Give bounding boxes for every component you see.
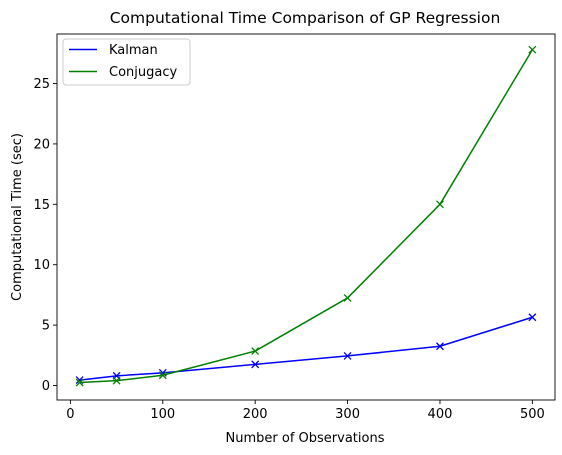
y-axis: 0 5 10 15 20 25 [33, 77, 57, 394]
plot-area [57, 34, 555, 400]
data-point-conjugacy [343, 293, 352, 302]
x-tick-label: 300 [335, 407, 360, 422]
chart-title: Computational Time Comparison of GP Regr… [110, 9, 501, 27]
legend-label-kalman: Kalman [109, 43, 158, 58]
x-tick-label: 400 [428, 407, 453, 422]
x-tick-label: 500 [520, 407, 545, 422]
y-tick-label: 10 [33, 258, 50, 273]
data-point-kalman [251, 360, 260, 369]
data-point-conjugacy [75, 378, 84, 387]
legend: Kalman Conjugacy [62, 38, 191, 86]
data-point-kalman [436, 342, 444, 351]
y-tick-label: 0 [42, 379, 50, 394]
y-tick-label: 25 [33, 77, 50, 92]
data-point-kalman [343, 351, 352, 360]
x-axis-label: Number of Observations [226, 431, 385, 446]
y-tick-label: 20 [33, 137, 50, 152]
x-tick-label: 200 [243, 407, 268, 422]
data-point-conjugacy [158, 371, 167, 380]
x-tick-label: 100 [150, 407, 175, 422]
x-axis: 0 100 200 300 400 500 [66, 400, 545, 422]
data-point-conjugacy [528, 45, 537, 54]
data-point-conjugacy [251, 347, 260, 356]
legend-label-conjugacy: Conjugacy [109, 65, 177, 80]
series-layer [75, 45, 537, 387]
data-point-conjugacy [112, 376, 121, 385]
plot-frame [56, 33, 556, 401]
y-tick-label: 15 [33, 198, 50, 213]
y-axis-label: Computational Time (sec) [10, 133, 25, 301]
data-point-conjugacy [436, 200, 444, 209]
plot-background [57, 34, 555, 400]
x-tick-label: 0 [66, 407, 74, 422]
legend-box [62, 38, 191, 86]
y-tick-label: 5 [42, 319, 50, 334]
data-point-kalman [528, 313, 537, 322]
